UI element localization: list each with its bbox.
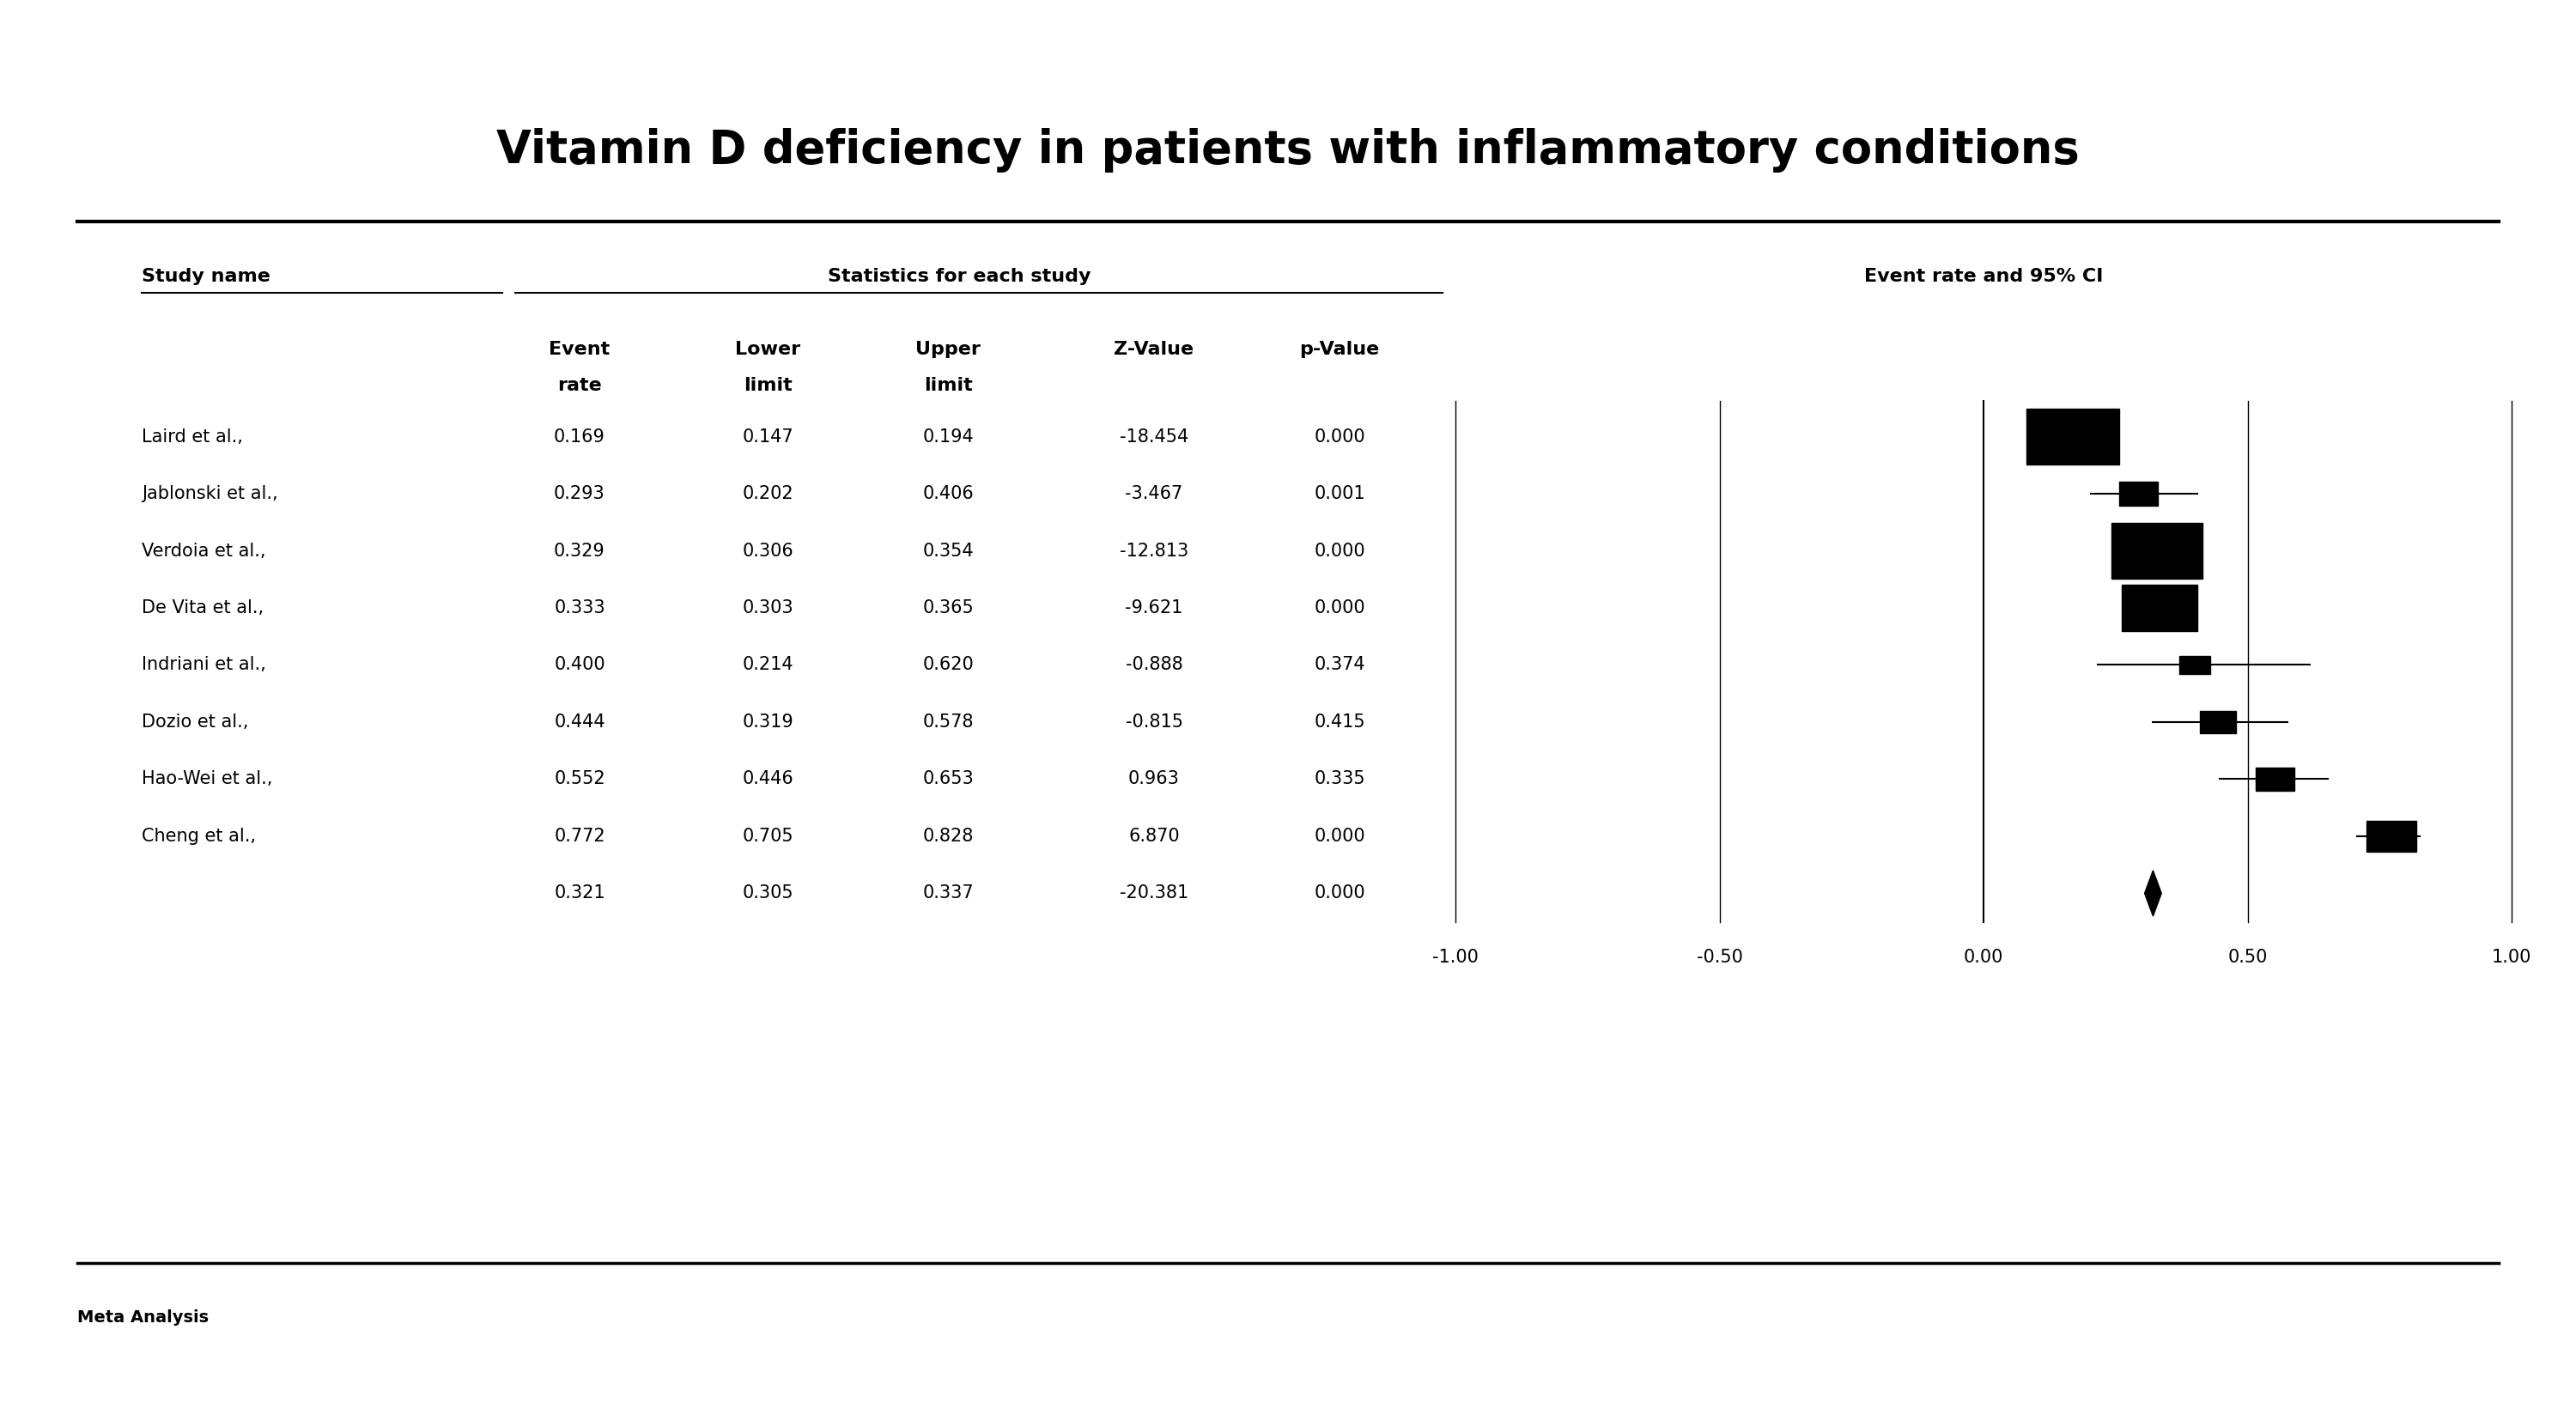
Text: 0.365: 0.365 <box>922 599 974 616</box>
Text: 0.446: 0.446 <box>742 771 793 788</box>
Text: Verdoia et al.,: Verdoia et al., <box>142 542 265 559</box>
Text: Upper: Upper <box>914 341 981 358</box>
Text: 0.169: 0.169 <box>554 428 605 445</box>
Text: De Vita et al.,: De Vita et al., <box>142 599 263 616</box>
Text: 0.000: 0.000 <box>1314 599 1365 616</box>
Text: Event rate and 95% CI: Event rate and 95% CI <box>1865 268 2102 285</box>
Text: 0.306: 0.306 <box>742 542 793 559</box>
Text: p-Value: p-Value <box>1298 341 1381 358</box>
Text: 0.000: 0.000 <box>1314 885 1365 902</box>
Text: 0.00: 0.00 <box>1963 949 2004 966</box>
Text: Statistics for each study: Statistics for each study <box>827 268 1092 285</box>
Bar <box>2120 482 2159 505</box>
Text: -0.815: -0.815 <box>1126 714 1182 731</box>
Text: Jablonski et al.,: Jablonski et al., <box>142 485 278 502</box>
Polygon shape <box>2146 870 2161 916</box>
Text: 0.705: 0.705 <box>742 828 793 845</box>
Text: -12.813: -12.813 <box>1121 542 1188 559</box>
Bar <box>2027 408 2120 465</box>
Text: Dozio et al.,: Dozio et al., <box>142 714 247 731</box>
Text: 1.00: 1.00 <box>2491 949 2532 966</box>
Text: Meta Analysis: Meta Analysis <box>77 1309 209 1326</box>
Text: 0.415: 0.415 <box>1314 714 1365 731</box>
Text: 0.354: 0.354 <box>922 542 974 559</box>
Text: 0.000: 0.000 <box>1314 828 1365 845</box>
Text: -18.454: -18.454 <box>1121 428 1188 445</box>
Text: 0.329: 0.329 <box>554 542 605 559</box>
Text: 0.202: 0.202 <box>742 485 793 502</box>
Text: 0.293: 0.293 <box>554 485 605 502</box>
Text: 0.50: 0.50 <box>2228 949 2267 966</box>
Text: -20.381: -20.381 <box>1121 885 1188 902</box>
Text: 0.963: 0.963 <box>1128 771 1180 788</box>
Text: 0.444: 0.444 <box>554 714 605 731</box>
Text: 0.001: 0.001 <box>1314 485 1365 502</box>
Text: 0.828: 0.828 <box>922 828 974 845</box>
Text: Event: Event <box>549 341 611 358</box>
Text: 0.000: 0.000 <box>1314 428 1365 445</box>
Text: 0.552: 0.552 <box>554 771 605 788</box>
Text: 0.000: 0.000 <box>1314 542 1365 559</box>
Text: 0.400: 0.400 <box>554 656 605 674</box>
Text: Laird et al.,: Laird et al., <box>142 428 242 445</box>
Bar <box>2257 768 2295 791</box>
Text: -0.50: -0.50 <box>1698 949 1741 966</box>
Text: Indriani et al.,: Indriani et al., <box>142 656 265 674</box>
Text: limit: limit <box>744 377 791 394</box>
Text: rate: rate <box>556 377 603 394</box>
Text: 0.194: 0.194 <box>922 428 974 445</box>
Bar <box>2179 655 2210 675</box>
Text: Hao-Wei et al.,: Hao-Wei et al., <box>142 771 273 788</box>
Bar <box>2123 585 2197 631</box>
Text: 0.406: 0.406 <box>922 485 974 502</box>
Text: limit: limit <box>925 377 971 394</box>
Text: Z-Value: Z-Value <box>1113 341 1195 358</box>
Text: 0.337: 0.337 <box>922 885 974 902</box>
Text: 0.319: 0.319 <box>742 714 793 731</box>
Text: -9.621: -9.621 <box>1126 599 1182 616</box>
Bar <box>2200 711 2236 733</box>
Text: 0.578: 0.578 <box>922 714 974 731</box>
Bar <box>2112 524 2202 578</box>
Text: 0.374: 0.374 <box>1314 656 1365 674</box>
Text: Cheng et al.,: Cheng et al., <box>142 828 255 845</box>
Text: 0.335: 0.335 <box>1314 771 1365 788</box>
Text: Study name: Study name <box>142 268 270 285</box>
Text: 6.870: 6.870 <box>1128 828 1180 845</box>
Text: 0.321: 0.321 <box>554 885 605 902</box>
Text: Vitamin D deficiency in patients with inflammatory conditions: Vitamin D deficiency in patients with in… <box>497 127 2079 173</box>
Text: 0.214: 0.214 <box>742 656 793 674</box>
Text: 0.305: 0.305 <box>742 885 793 902</box>
Text: Lower: Lower <box>734 341 801 358</box>
Text: 0.772: 0.772 <box>554 828 605 845</box>
Text: 0.147: 0.147 <box>742 428 793 445</box>
Bar <box>2367 821 2416 852</box>
Text: 0.333: 0.333 <box>554 599 605 616</box>
Text: -3.467: -3.467 <box>1126 485 1182 502</box>
Text: 0.620: 0.620 <box>922 656 974 674</box>
Text: 0.303: 0.303 <box>742 599 793 616</box>
Text: -1.00: -1.00 <box>1432 949 1479 966</box>
Text: 0.653: 0.653 <box>922 771 974 788</box>
Text: -0.888: -0.888 <box>1126 656 1182 674</box>
